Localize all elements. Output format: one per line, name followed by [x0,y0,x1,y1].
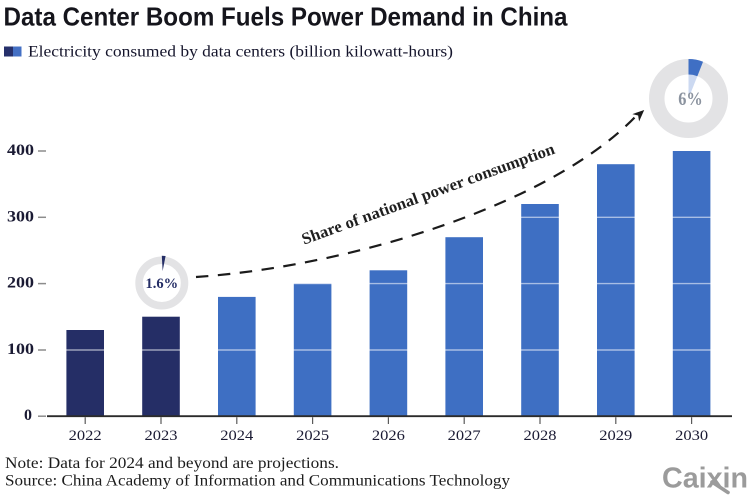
svg-text:6%: 6% [678,90,703,110]
svg-text:2030: 2030 [675,428,708,444]
svg-text:2027: 2027 [448,428,482,444]
svg-text:2024: 2024 [220,428,254,444]
svg-text:2023: 2023 [145,428,178,444]
svg-text:Data Center Boom Fuels Power D: Data Center Boom Fuels Power Demand in C… [4,2,568,32]
svg-text:100: 100 [7,341,34,358]
svg-text:300: 300 [7,208,34,225]
svg-text:Source: China Academy of Infor: Source: China Academy of Information and… [5,473,510,490]
svg-text:0: 0 [24,407,32,424]
svg-text:400: 400 [7,142,34,159]
svg-text:1.6%: 1.6% [145,276,178,292]
svg-text:2025: 2025 [296,428,329,444]
svg-text:2022: 2022 [69,428,102,444]
svg-text:200: 200 [7,275,34,292]
svg-text:2026: 2026 [372,428,406,444]
svg-text:Caixin: Caixin [662,463,748,495]
svg-text:Electricity consumed by data c: Electricity consumed by data centers (bi… [28,44,453,61]
svg-text:2029: 2029 [599,428,632,444]
svg-text:Note: Data for 2024 and beyond: Note: Data for 2024 and beyond are proje… [5,455,339,472]
svg-text:2028: 2028 [524,428,557,444]
